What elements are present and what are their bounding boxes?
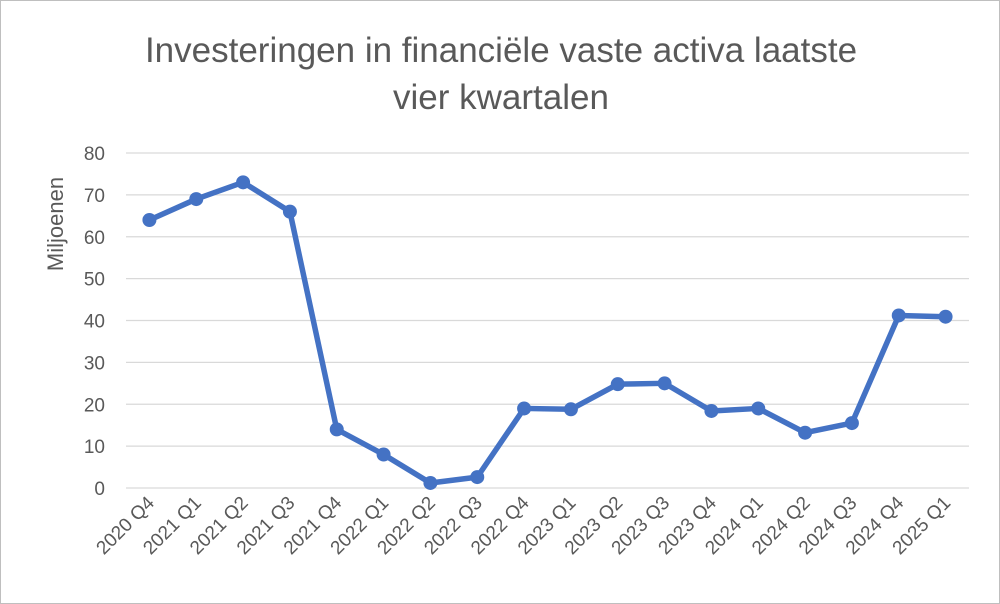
y-tick-label: 50 [84, 270, 105, 291]
data-points [142, 175, 953, 490]
data-point [142, 213, 157, 227]
chart-title: Investeringen in financiële vaste activa… [144, 31, 858, 117]
y-tick-label: 60 [84, 228, 105, 249]
y-tick-label: 10 [84, 437, 105, 458]
y-tick-label: 70 [84, 186, 105, 207]
y-tick-label: 20 [84, 395, 105, 416]
data-point [751, 401, 766, 416]
y-tick-label: 30 [84, 353, 105, 374]
y-axis-label: Miljoenen [43, 177, 68, 271]
data-point [517, 401, 532, 416]
series-line [146, 179, 949, 486]
series-line-group [146, 179, 949, 486]
data-point [329, 422, 344, 437]
data-point [189, 192, 204, 207]
gridlines [126, 152, 969, 489]
data-point [610, 377, 625, 392]
y-tick-label: 80 [84, 144, 105, 165]
data-point [376, 447, 391, 462]
data-point [282, 204, 297, 219]
data-point [423, 475, 438, 490]
y-axis-ticks: 0 10 20 30 40 50 60 70 80 [84, 144, 105, 500]
data-point [891, 308, 906, 323]
data-point [938, 309, 953, 324]
y-tick-label: 0 [94, 479, 105, 500]
y-tick-label: 40 [84, 312, 105, 333]
data-point [844, 416, 859, 431]
data-point [798, 425, 813, 440]
data-point [470, 470, 485, 485]
data-point [236, 175, 251, 190]
data-point [563, 402, 578, 417]
data-point [704, 403, 719, 418]
data-point [657, 376, 672, 391]
